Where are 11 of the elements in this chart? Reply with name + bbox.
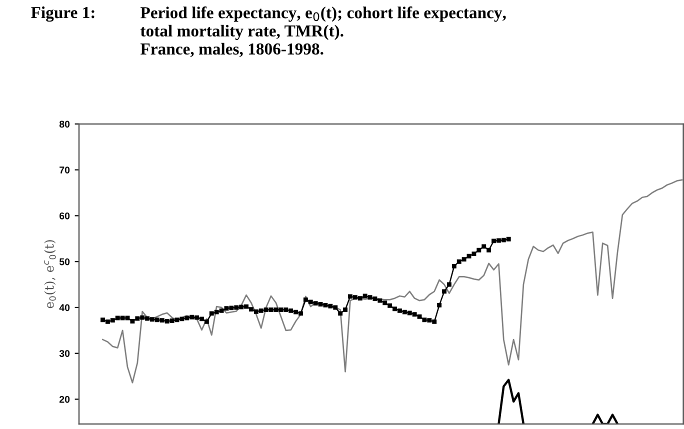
y-tick-label: 70	[60, 166, 70, 174]
y-tick-label: 60	[60, 212, 70, 220]
y-tick-label: 20	[60, 396, 70, 403]
y-tick-label: 50	[59, 258, 70, 266]
y-axis-title: e$_{0}$(t), e$^{c}$$_{0}$(t)	[44, 240, 56, 308]
y-tick-label: 40	[59, 304, 70, 312]
y-tick-label: 30	[59, 350, 70, 357]
line-series	[102, 179, 683, 384]
chart-title: Figure 1:	[31, 6, 94, 22]
y-tick-label: 80	[59, 120, 70, 128]
chart-subtitle: Period life expectancy, e$_{0}$(t); cohort life expectancy, total mortality rate, TMR(t). France, males, 1806-1998.	[140, 6, 506, 58]
